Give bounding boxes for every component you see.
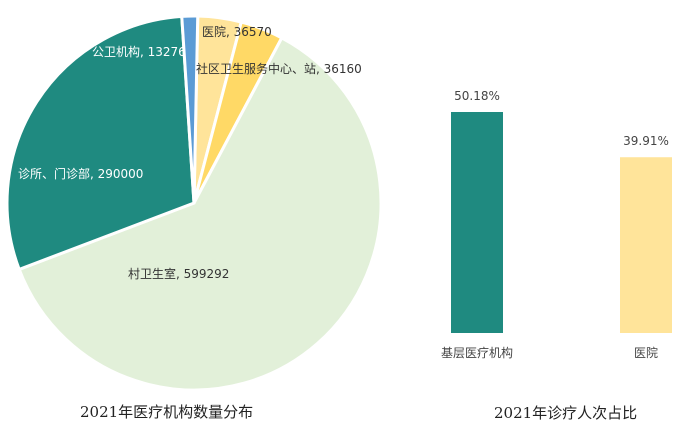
pie-slice xyxy=(180,14,200,204)
pie-chart-title: 2021年医疗机构数量分布 xyxy=(80,403,254,421)
pie-slice xyxy=(5,14,196,272)
pie-slice-label: 公卫机构, 13276 xyxy=(92,44,186,59)
pie-slice-label: 村卫生室, 599292 xyxy=(128,266,229,281)
bar-value-label: 50.18% xyxy=(454,89,500,103)
bar xyxy=(451,112,503,333)
bar-category-label: 医院 xyxy=(634,346,658,360)
bar-chart-title: 2021年诊疗人次占比 xyxy=(494,404,638,422)
pie-slice-label: 医院, 36570 xyxy=(202,25,272,39)
pie-slice-label: 诊所、门诊部, 290000 xyxy=(18,166,143,181)
bar xyxy=(620,157,672,333)
pie-slice xyxy=(17,35,383,392)
bar-value-label: 39.91% xyxy=(623,134,669,148)
pie-slice-label: 社区卫生服务中心、站, 36160 xyxy=(196,61,362,76)
bar-category-label: 基层医疗机构 xyxy=(441,345,513,360)
